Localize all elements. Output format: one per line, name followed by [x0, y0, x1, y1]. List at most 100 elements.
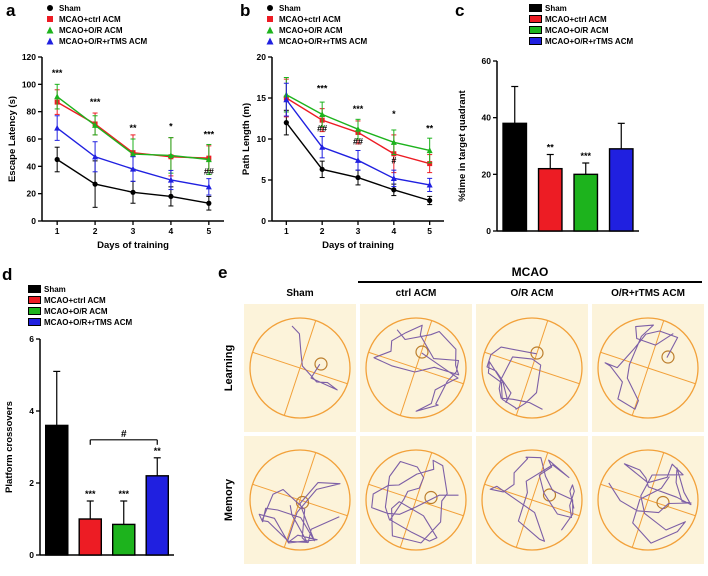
swim-track-plot — [481, 449, 583, 551]
svg-text:6: 6 — [29, 334, 34, 344]
triangle-up-marker-icon — [264, 25, 276, 35]
svg-text:0: 0 — [486, 226, 491, 236]
square-marker-icon — [264, 14, 276, 24]
svg-text:40: 40 — [27, 161, 37, 171]
svg-text:15: 15 — [257, 93, 267, 103]
svg-text:Escape Latency (s): Escape Latency (s) — [7, 96, 18, 182]
svg-text:##: ## — [204, 167, 214, 177]
legend-item: MCAO+ctrl ACM — [44, 14, 238, 24]
svg-text:4: 4 — [391, 226, 396, 236]
legend-label: Sham — [545, 3, 567, 13]
svg-text:20: 20 — [482, 169, 492, 179]
panel-escape-latency: a Sham MCAO+ctrl ACM MCAO+O/R ACM MCAO+O/R+… — [6, 2, 238, 251]
mcao-header-row: MCAO — [216, 264, 708, 284]
maze-memory-ctrl-acm — [360, 436, 472, 564]
legend-label: MCAO+O/R+rTMS ACM — [59, 36, 148, 46]
panel-e-label: e — [218, 263, 228, 282]
legend-label: MCAO+O/R+rTMS ACM — [279, 36, 368, 46]
swim-track-plot — [249, 449, 351, 551]
learning-label: Learning — [223, 344, 236, 392]
svg-text:2: 2 — [320, 226, 325, 236]
svg-text:**: ** — [129, 123, 137, 133]
panel-platform-crossovers: d Sham MCAO+ctrl ACM MCAO+O/R ACM MCAO+O/R+… — [2, 266, 216, 567]
svg-text:%time in target quadrant: %time in target quadrant — [457, 89, 468, 201]
color-swatch-icon — [529, 15, 542, 23]
maze-learning-o-r-rtms-acm — [592, 304, 704, 432]
svg-text:20: 20 — [27, 189, 37, 199]
svg-text:0: 0 — [261, 216, 266, 226]
maze-memory-o-r-rtms-acm — [592, 436, 704, 564]
legend-label: MCAO+ctrl ACM — [44, 295, 106, 305]
row-label-memory: Memory — [216, 434, 242, 566]
svg-text:#: # — [391, 156, 396, 166]
legend-label: MCAO+O/R ACM — [44, 306, 108, 316]
legend-item: MCAO+O/R+rTMS ACM — [264, 36, 454, 46]
maze-memory-sham — [244, 436, 356, 564]
svg-text:##: ## — [353, 137, 363, 147]
svg-text:4: 4 — [29, 406, 34, 416]
maze-memory-o-r-acm — [476, 436, 588, 564]
color-swatch-icon — [529, 37, 542, 45]
learning-row: Learning — [216, 302, 708, 434]
legend-item: MCAO+ctrl ACM — [28, 295, 216, 305]
legend-label: MCAO+O/R ACM — [59, 25, 123, 35]
col-header-rtms: O/R+rTMS ACM — [611, 287, 685, 299]
panel-b-label: b — [240, 1, 251, 20]
legend-label: MCAO+O/R ACM — [545, 25, 609, 35]
swim-track-plot — [249, 317, 351, 419]
svg-text:***: *** — [90, 97, 101, 107]
legend-item: Sham — [28, 284, 216, 294]
svg-text:***: *** — [317, 83, 328, 93]
legend-b: Sham MCAO+ctrl ACM MCAO+O/R ACM MCAO+O/R+rT… — [264, 3, 454, 46]
svg-text:0: 0 — [29, 550, 34, 560]
svg-text:120: 120 — [22, 52, 36, 62]
maze-learning-ctrl-acm — [360, 304, 472, 432]
svg-text:100: 100 — [22, 79, 36, 89]
memory-label: Memory — [223, 478, 235, 522]
legend-item: MCAO+ctrl ACM — [264, 14, 454, 24]
memory-row: Memory — [216, 434, 708, 566]
svg-text:##: ## — [317, 124, 327, 134]
svg-text:3: 3 — [356, 226, 361, 236]
color-swatch-icon — [529, 26, 542, 34]
svg-text:***: *** — [353, 104, 364, 114]
panel-d-label: d — [2, 265, 13, 284]
swim-track-plot — [597, 449, 699, 551]
svg-text:***: *** — [52, 68, 63, 78]
svg-text:**: ** — [547, 143, 555, 153]
legend-label: Sham — [44, 284, 66, 294]
triangle-up-marker-icon — [44, 36, 56, 46]
legend-item: Sham — [529, 3, 707, 13]
maze-learning-sham — [244, 304, 356, 432]
legend-d: Sham MCAO+ctrl ACM MCAO+O/R ACM MCAO+O/R+rT… — [28, 284, 216, 327]
column-headers: Sham ctrl ACM O/R ACM O/R+rTMS ACM — [216, 284, 708, 302]
col-header-sham: Sham — [286, 287, 314, 299]
legend-item: MCAO+O/R+rTMS ACM — [28, 317, 216, 327]
circle-marker-icon — [264, 3, 276, 13]
svg-text:0: 0 — [31, 216, 36, 226]
svg-text:Days of training: Days of training — [97, 240, 169, 251]
legend-label: MCAO+ctrl ACM — [279, 14, 341, 24]
svg-text:1: 1 — [55, 226, 60, 236]
svg-text:20: 20 — [257, 52, 267, 62]
svg-text:Path Length (m): Path Length (m) — [241, 103, 252, 175]
legend-label: MCAO+ctrl ACM — [59, 14, 121, 24]
panel-target-quadrant: c Sham MCAO+ctrl ACM MCAO+O/R ACM MCAO+O/R+… — [455, 2, 707, 243]
row-label-learning: Learning — [216, 302, 242, 434]
svg-text:***: *** — [204, 130, 215, 140]
svg-text:2: 2 — [29, 478, 34, 488]
color-swatch-icon — [28, 285, 41, 293]
escape-latency-chart: 0 20 40 60 80 100 120 1 2 3 4 5 Days of training Esca… — [7, 52, 224, 251]
svg-text:**: ** — [154, 446, 162, 456]
legend-item: Sham — [264, 3, 454, 13]
swim-track-plot — [481, 317, 583, 419]
legend-item: MCAO+ctrl ACM — [529, 14, 707, 24]
legend-item: MCAO+O/R ACM — [264, 25, 454, 35]
legend-label: Sham — [59, 3, 81, 13]
triangle-up-marker-icon — [264, 36, 276, 46]
svg-text:40: 40 — [482, 113, 492, 123]
maze-learning-o-r-acm — [476, 304, 588, 432]
svg-text:Days of training: Days of training — [322, 240, 394, 251]
svg-text:5: 5 — [427, 226, 432, 236]
